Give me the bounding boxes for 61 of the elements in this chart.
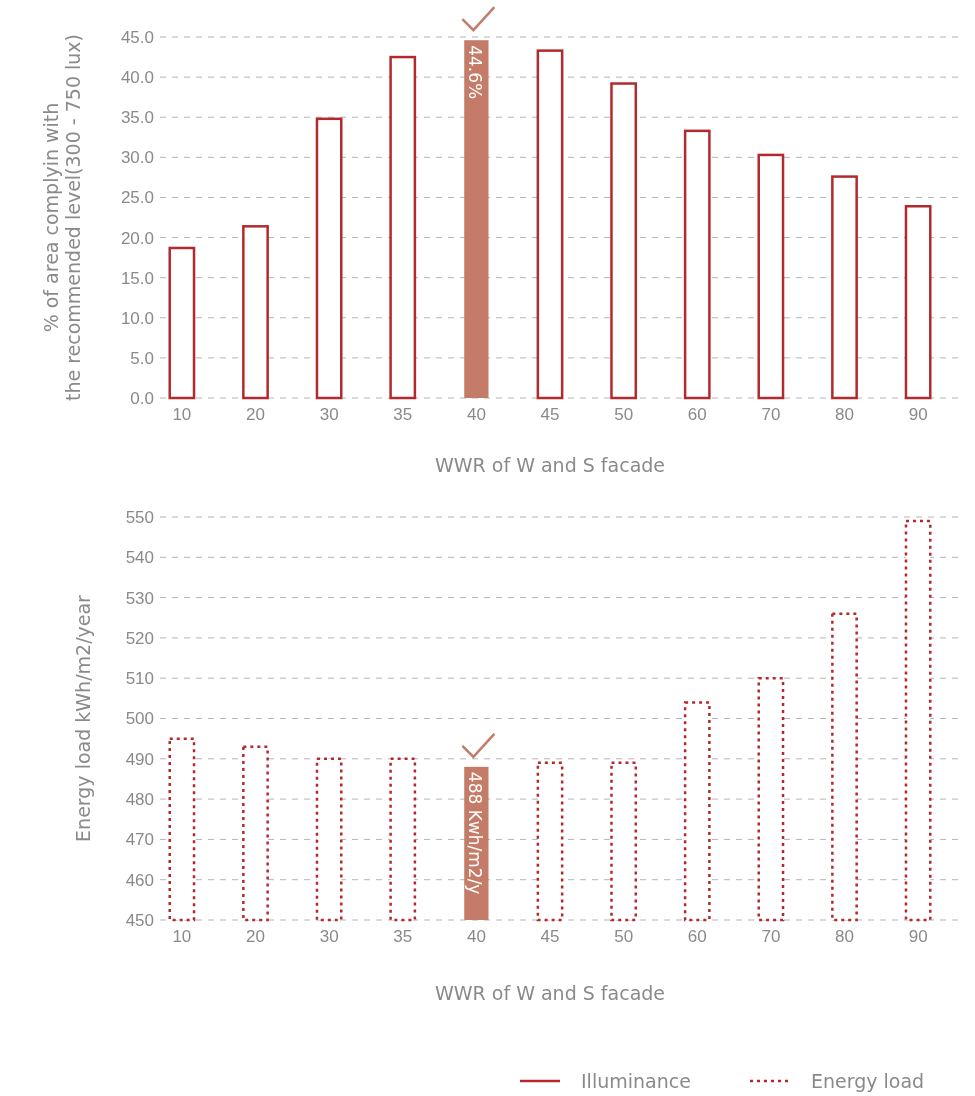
bar — [610, 82, 638, 400]
y-tick-label: 25.0 — [120, 188, 154, 208]
x-tick-label: 45 — [540, 927, 560, 947]
y-tick-label: 30.0 — [120, 148, 154, 168]
legend-label: Energy load — [811, 1070, 925, 1092]
y-tick-label: 45.0 — [120, 27, 154, 47]
x-tick-label: 60 — [687, 927, 707, 947]
x-tick-label: 35 — [393, 405, 413, 425]
x-tick-label: 80 — [835, 405, 854, 425]
y-tick-label: 0.0 — [130, 388, 154, 408]
y-axis-title: Energy load kWh/m2/year — [72, 594, 94, 842]
bar — [683, 129, 711, 400]
x-tick-label: 30 — [319, 927, 339, 947]
bar — [242, 225, 269, 400]
x-tick-label: 70 — [761, 405, 781, 425]
y-tick-label: 40.0 — [120, 68, 154, 88]
x-tick-label: 30 — [319, 405, 339, 425]
y-tick-label: 450 — [125, 910, 154, 930]
x-tick-label: 90 — [908, 927, 928, 947]
data-label: 44.6% — [465, 45, 486, 100]
x-tick-label: 20 — [246, 927, 265, 947]
y-axis-title: % of area complyin with the recommended level(300 - 750 lux) — [40, 33, 84, 402]
x-tick-label: 40 — [466, 405, 486, 425]
x-tick-label: 70 — [761, 927, 781, 947]
y-tick-label: 500 — [125, 709, 154, 729]
bar — [536, 49, 564, 400]
y-tick-label: 480 — [125, 790, 154, 810]
y-tick-label: 550 — [125, 507, 154, 527]
y-tick-label: 470 — [125, 830, 154, 850]
y-tick-label: 510 — [125, 669, 154, 689]
bar — [831, 175, 858, 400]
bar — [757, 153, 785, 400]
x-axis-title: WWR of W and S facade — [434, 454, 666, 476]
y-tick-label: 35.0 — [120, 108, 154, 128]
legend-label: Illuminance — [581, 1070, 691, 1092]
y-tick-label: 520 — [125, 628, 154, 648]
x-tick-label: 35 — [393, 927, 413, 947]
x-tick-label: 40 — [466, 927, 486, 947]
x-tick-label: 80 — [835, 927, 854, 947]
x-tick-label: 10 — [172, 405, 192, 425]
bar — [389, 55, 417, 400]
data-label: 488 Kwh/m2/y — [465, 771, 486, 895]
x-tick-label: 10 — [172, 927, 192, 947]
y-tick-label: 15.0 — [120, 268, 154, 288]
x-axis-title: WWR of W and S facade — [434, 982, 666, 1004]
y-tick-label: 10.0 — [120, 308, 154, 328]
y-tick-label: 530 — [125, 588, 154, 608]
y-tick-label: 20.0 — [120, 228, 154, 248]
x-tick-label: 90 — [908, 405, 928, 425]
bar — [904, 205, 932, 400]
bar — [315, 117, 343, 400]
y-tick-label: 540 — [125, 548, 154, 568]
x-tick-label: 60 — [687, 405, 707, 425]
y-tick-label: 5.0 — [130, 348, 154, 368]
x-tick-label: 50 — [614, 405, 634, 425]
x-tick-label: 50 — [614, 927, 634, 947]
y-tick-label: 460 — [125, 870, 154, 890]
x-tick-label: 20 — [246, 405, 265, 425]
bar — [168, 246, 196, 400]
y-tick-label: 490 — [125, 749, 154, 769]
x-tick-label: 45 — [540, 405, 560, 425]
